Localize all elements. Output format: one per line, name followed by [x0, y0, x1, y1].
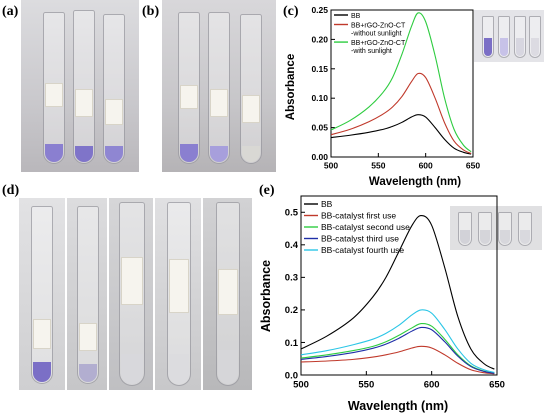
x-tick-label: 650: [489, 380, 505, 391]
series-line-2: [330, 72, 472, 154]
legend-label-5: BB-catalyst fourth use: [321, 245, 404, 255]
y-tick-label: 0.05: [311, 123, 328, 133]
legend-label-2: BB+rGO-ZnO-CT: [351, 23, 406, 30]
x-tick-label: 500: [293, 380, 309, 391]
photo-b: [162, 0, 276, 172]
panel-a-label: (a): [2, 4, 19, 19]
y-tick-label: 0.15: [311, 64, 328, 74]
photo-d: [0, 198, 254, 416]
x-tick-label: 500: [324, 161, 338, 171]
x-tick-label: 550: [358, 380, 374, 391]
panel-b-label: (b): [142, 4, 160, 19]
y-tick-label: 0.3: [285, 273, 298, 284]
y-tick-label: 0.2: [285, 305, 298, 316]
chart-e-xlabel: Wavelength (nm): [348, 399, 448, 413]
y-tick-label: 0.4: [285, 240, 299, 251]
series-line-4: [300, 326, 495, 374]
legend-label-1: BB: [351, 13, 361, 20]
legend-label-1: BB: [321, 199, 333, 209]
legend-label-3-cont: -with sunlight: [351, 48, 392, 55]
x-tick-label: 600: [424, 380, 440, 391]
series-line-3: [330, 12, 472, 153]
y-tick-label: 0.5: [285, 208, 299, 219]
inset-photo-e: [450, 206, 542, 250]
test-tube: [208, 12, 230, 164]
y-tick-label: 0.10: [311, 93, 328, 103]
test-tube: [240, 14, 262, 164]
chart-c-plot-area: 500 550 600 650 0.00 0.05 0.10 0.15 0.20 0.25 BB BB…: [311, 5, 480, 171]
y-tick-label: 0.00: [311, 152, 328, 162]
series-line-1: [330, 114, 472, 155]
test-tube: [43, 12, 65, 164]
x-tick-label: 550: [371, 161, 385, 171]
chart-c-xlabel: Wavelength (nm): [369, 176, 461, 188]
panel-e-label: (e): [259, 183, 275, 198]
chart-e-ylabel: Absorbance: [259, 260, 273, 332]
y-tick-label: 0.1: [285, 338, 299, 349]
chart-c-ylabel: Absorbance: [285, 54, 297, 120]
test-tube: [103, 14, 125, 164]
x-tick-label: 650: [466, 161, 480, 171]
legend-label-2-cont: -without sunlight: [351, 31, 402, 38]
x-tick-label: 600: [419, 161, 433, 171]
test-tube: [73, 10, 95, 164]
y-tick-label: 0.0: [285, 370, 298, 381]
y-tick-label: 0.25: [311, 5, 328, 15]
y-tick-label: 0.20: [311, 34, 328, 44]
photo-a: [21, 0, 139, 172]
test-tube: [178, 12, 200, 164]
legend-label-3: BB+rGO-ZnO-CT: [351, 40, 406, 47]
series-line-5: [300, 309, 495, 373]
inset-photo-c: [474, 10, 544, 62]
series-line-3: [300, 322, 495, 374]
legend-label-3: BB-catalyst second use: [321, 222, 410, 232]
series-line-2: [300, 345, 495, 375]
panel-c-label: (c): [283, 4, 299, 19]
legend-label-4: BB-catalyst third use: [321, 234, 399, 244]
plot-frame: [330, 9, 474, 158]
panel-d-label: (d): [2, 183, 20, 198]
legend-label-2: BB-catalyst first use: [321, 211, 396, 221]
